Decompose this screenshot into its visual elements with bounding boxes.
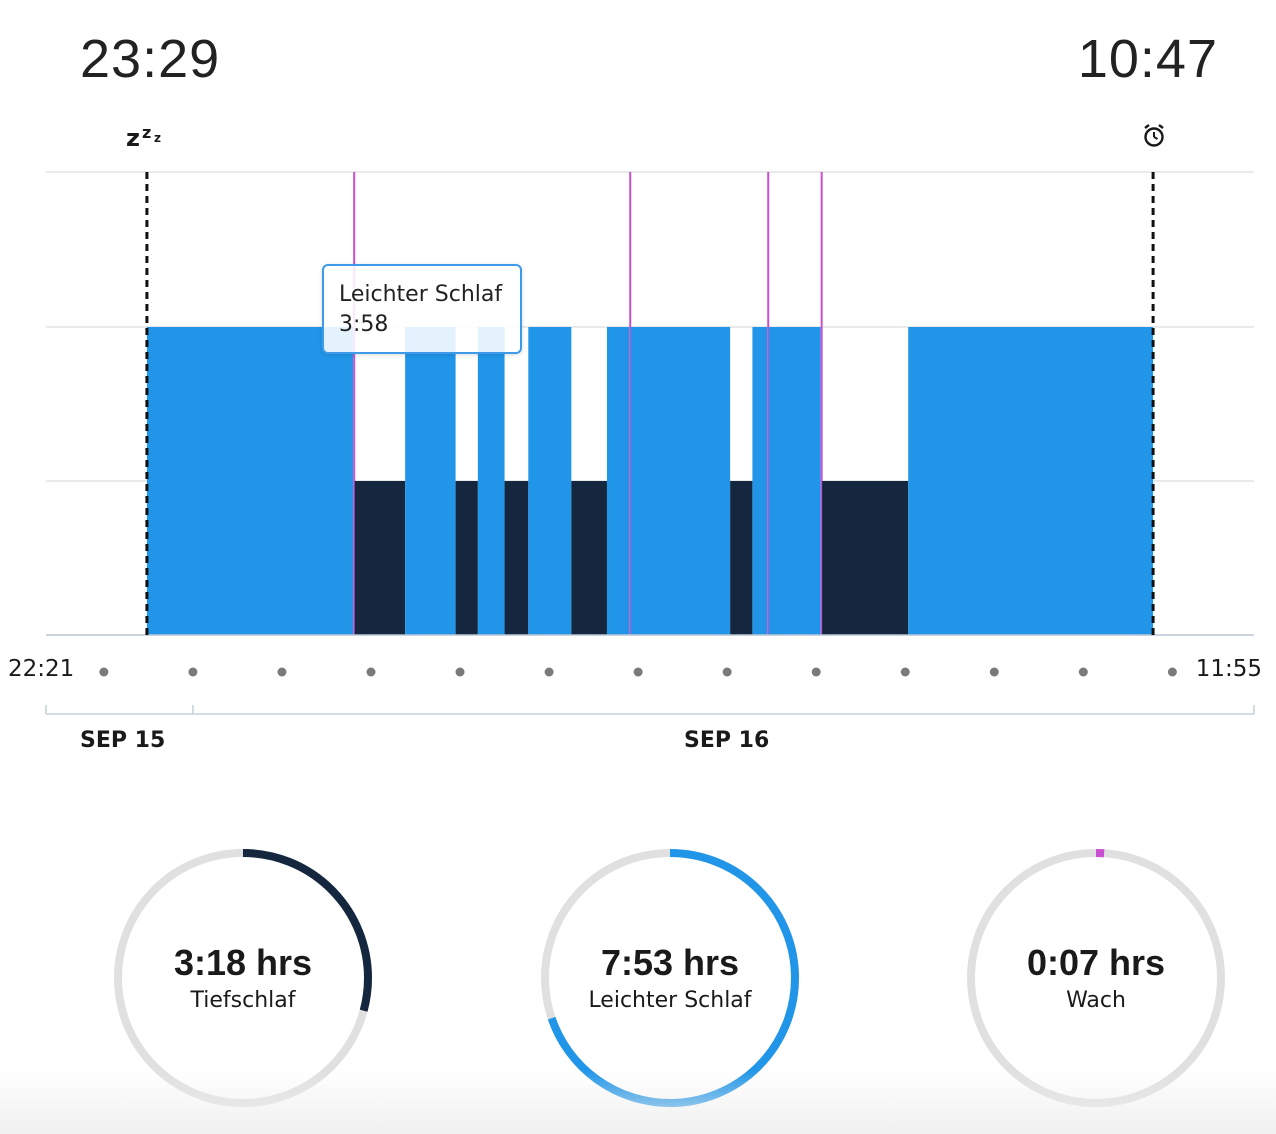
- ring-arc-0: [114, 849, 372, 1107]
- sleep-start-time: 23:29: [80, 29, 221, 89]
- zzz-icon: z z z: [126, 120, 170, 154]
- segment-11: [630, 327, 731, 635]
- hour-tick-7: [722, 667, 732, 677]
- awake-summary[interactable]: 0:07 hrs Wach: [964, 846, 1228, 1110]
- deep-sleep-value: 3:18 hrs: [173, 942, 313, 983]
- light-sleep-value: 7:53 hrs: [600, 942, 740, 983]
- segment-12: [730, 481, 753, 635]
- deep-sleep-label: Tiefschlaf: [190, 988, 296, 1013]
- hour-tick-12: [1167, 667, 1177, 677]
- hour-tick-5: [544, 667, 554, 677]
- segment-13: [752, 327, 768, 635]
- segment-14: [767, 172, 770, 635]
- segment-0: [146, 327, 354, 635]
- light-sleep-summary[interactable]: 7:53 hrs Leichter Schlaf: [538, 846, 802, 1110]
- segment-9: [606, 327, 630, 635]
- hour-tick-1: [188, 667, 198, 677]
- segment-15: [768, 327, 821, 635]
- svg-text:z: z: [142, 123, 151, 142]
- hour-tick-9: [900, 667, 910, 677]
- deep-sleep-summary[interactable]: 3:18 hrs Tiefschlaf: [111, 846, 375, 1110]
- wake-time: 10:47: [1077, 29, 1218, 89]
- segment-2: [354, 481, 406, 635]
- segment-7: [528, 327, 572, 635]
- segment-10: [629, 172, 632, 635]
- light-sleep-label: Leichter Schlaf: [588, 988, 752, 1013]
- awake-value: 0:07 hrs: [1026, 942, 1166, 983]
- segment-8: [571, 481, 607, 635]
- segment-tooltip: Leichter Schlaf 3:58: [322, 264, 522, 354]
- alarm-clock-icon: [1140, 122, 1168, 154]
- hour-tick-0: [99, 667, 109, 677]
- hour-tick-10: [989, 667, 999, 677]
- awake-label: Wach: [1066, 988, 1126, 1013]
- hour-tick-6: [633, 667, 643, 677]
- svg-text:z: z: [126, 124, 140, 150]
- sleep-hypnogram-chart: [45, 171, 1255, 715]
- hour-tick-2: [277, 667, 287, 677]
- segment-17: [822, 481, 909, 635]
- axis-end-time: 11:55: [1195, 656, 1262, 682]
- segment-16: [820, 172, 823, 635]
- hour-tick-3: [366, 667, 376, 677]
- ring-arc-2: [967, 849, 1225, 1107]
- svg-text:z: z: [154, 131, 161, 145]
- hour-tick-11: [1078, 667, 1088, 677]
- date-label-sep-15: SEP 15: [80, 728, 166, 753]
- segment-3: [405, 327, 456, 635]
- hour-tick-8: [811, 667, 821, 677]
- segment-1: [353, 172, 356, 635]
- hour-tick-4: [455, 667, 465, 677]
- axis-start-time: 22:21: [8, 656, 75, 682]
- date-label-sep-16: SEP 16: [684, 728, 770, 753]
- segment-6: [504, 481, 529, 635]
- segment-18: [908, 327, 1154, 635]
- tooltip-stage: Leichter Schlaf: [339, 282, 503, 307]
- segment-5: [477, 327, 505, 635]
- segment-4: [455, 481, 478, 635]
- tooltip-duration: 3:58: [339, 312, 389, 337]
